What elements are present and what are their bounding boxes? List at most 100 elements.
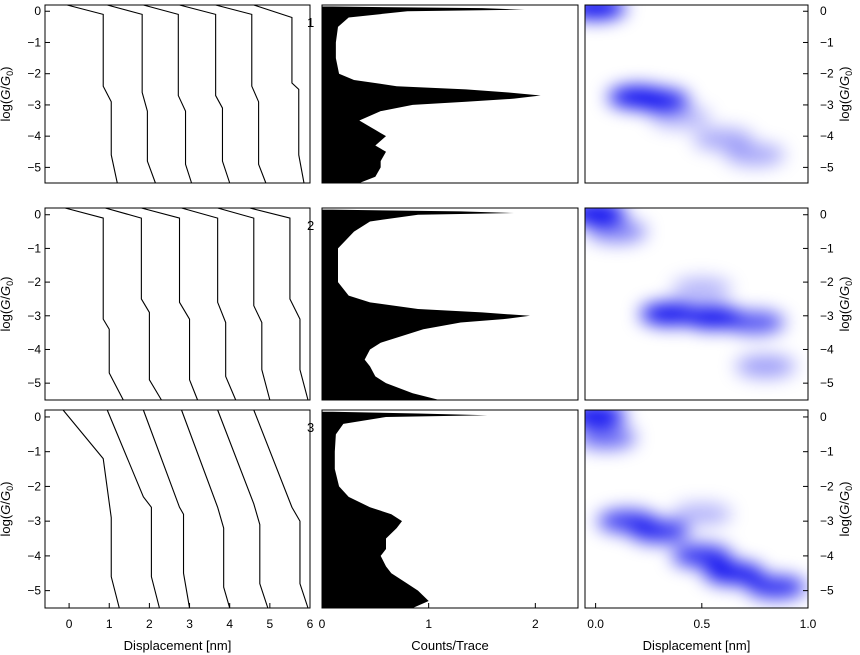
y-tick-label: −2: [27, 479, 41, 493]
y-tick-label: −1: [27, 241, 41, 255]
plot-frame: [44, 207, 311, 401]
y-tick-label: −1: [820, 445, 834, 459]
trace-line: [217, 409, 269, 609]
trace-line: [105, 207, 162, 401]
plot-frame: [584, 207, 809, 401]
heatmap-cell: [585, 5, 626, 20]
y-tick-label: −1: [820, 241, 834, 255]
y-tick-label: −3: [820, 98, 834, 112]
x-tick-label: 0.5: [693, 617, 710, 631]
y-tick-label: 0: [820, 4, 827, 18]
heatmap-density: [585, 5, 785, 166]
panel-1-3: [584, 4, 809, 184]
x-tick-label: 1: [425, 617, 432, 631]
panel-3-1: [44, 409, 311, 609]
heatmap-cell: [585, 426, 637, 449]
y-tick-label: −3: [27, 514, 41, 528]
panel-2-1: [44, 207, 311, 401]
trace-line: [107, 4, 156, 184]
y-tick-label: −4: [27, 549, 41, 563]
trace-line: [66, 4, 118, 184]
trace-line: [179, 4, 231, 184]
heatmap-cell: [693, 128, 754, 151]
heatmap-cell: [629, 520, 690, 543]
heatmap-density: [585, 410, 807, 599]
y-tick-label: −2: [820, 479, 834, 493]
trace-line: [215, 4, 267, 184]
plot-frame: [44, 409, 311, 609]
y-axis-label: log(G/G0): [837, 482, 854, 537]
y-axis-label: log(G/G0): [837, 277, 854, 332]
panel-1-2: [321, 4, 579, 184]
y-tick-label: −4: [820, 342, 834, 356]
x-tick-label: 0: [66, 617, 73, 631]
x-tick-label: 5: [267, 617, 274, 631]
x-axis-label: Counts/Trace: [411, 638, 489, 653]
y-tick-label: −3: [820, 309, 834, 323]
y-tick-label: −3: [820, 514, 834, 528]
x-tick-label: 0.0: [587, 617, 604, 631]
heatmap-cell: [629, 89, 690, 112]
y-tick-label: −4: [27, 342, 41, 356]
heatmap-density: [585, 208, 796, 378]
trace-line: [217, 207, 271, 401]
histogram-area: [322, 209, 530, 400]
x-tick-label: 1: [106, 617, 113, 631]
y-tick-label: −4: [820, 129, 834, 143]
heatmap-cell: [585, 208, 626, 225]
heatmap-cell: [703, 562, 764, 585]
heatmap-cell: [586, 220, 647, 243]
y-axis-label: log(G/G0): [0, 277, 15, 332]
trace-line: [253, 4, 305, 184]
heatmap-cell: [671, 277, 732, 300]
trace-line: [143, 4, 193, 184]
histogram-area: [322, 411, 488, 608]
x-axis-label: Displacement [nm]: [124, 638, 232, 653]
panel-number: 3: [307, 420, 314, 435]
x-tick-label: 0: [319, 617, 326, 631]
y-tick-label: −2: [820, 275, 834, 289]
y-tick-label: 0: [34, 410, 41, 424]
plot-frame: [321, 409, 579, 609]
y-tick-label: −5: [27, 584, 41, 598]
plot-frame: [584, 4, 809, 184]
heatmap-cell: [724, 311, 785, 334]
y-tick-label: −2: [27, 67, 41, 81]
x-tick-label: 3: [186, 617, 193, 631]
trace-line: [62, 409, 120, 609]
trace-line: [253, 409, 309, 609]
x-tick-label: 4: [226, 617, 233, 631]
trace-line: [180, 409, 231, 609]
y-axis-label: log(G/G0): [0, 482, 15, 537]
heatmap-cell: [724, 143, 785, 166]
y-axis-label: log(G/G0): [0, 67, 15, 122]
y-tick-label: −2: [820, 67, 834, 81]
y-tick-label: −5: [820, 160, 834, 174]
y-tick-label: −1: [27, 35, 41, 49]
heatmap-cell: [650, 106, 711, 129]
panel-number: 2: [307, 218, 314, 233]
y-tick-label: −1: [820, 35, 834, 49]
histogram-area: [322, 6, 541, 184]
y-tick-label: −4: [820, 549, 834, 563]
trace-line: [249, 207, 309, 401]
y-tick-label: −4: [27, 129, 41, 143]
plot-frame: [584, 409, 809, 609]
x-tick-label: 1.0: [800, 617, 817, 631]
y-tick-label: −5: [27, 376, 41, 390]
y-tick-label: −3: [27, 309, 41, 323]
x-tick-label: 2: [146, 617, 153, 631]
panel-3-3: [584, 409, 809, 609]
panel-2-2: [321, 207, 579, 401]
heatmap-cell: [671, 544, 732, 567]
trace-line: [181, 207, 237, 401]
heatmap-cell: [746, 576, 807, 599]
y-tick-label: 0: [820, 410, 827, 424]
panel-1-1: [44, 4, 311, 184]
heatmap-cell: [585, 410, 626, 427]
x-axis-label: Displacement [nm]: [643, 638, 751, 653]
y-tick-label: 0: [34, 4, 41, 18]
y-tick-label: −3: [27, 98, 41, 112]
trace-line: [64, 207, 124, 401]
y-tick-label: −5: [820, 376, 834, 390]
